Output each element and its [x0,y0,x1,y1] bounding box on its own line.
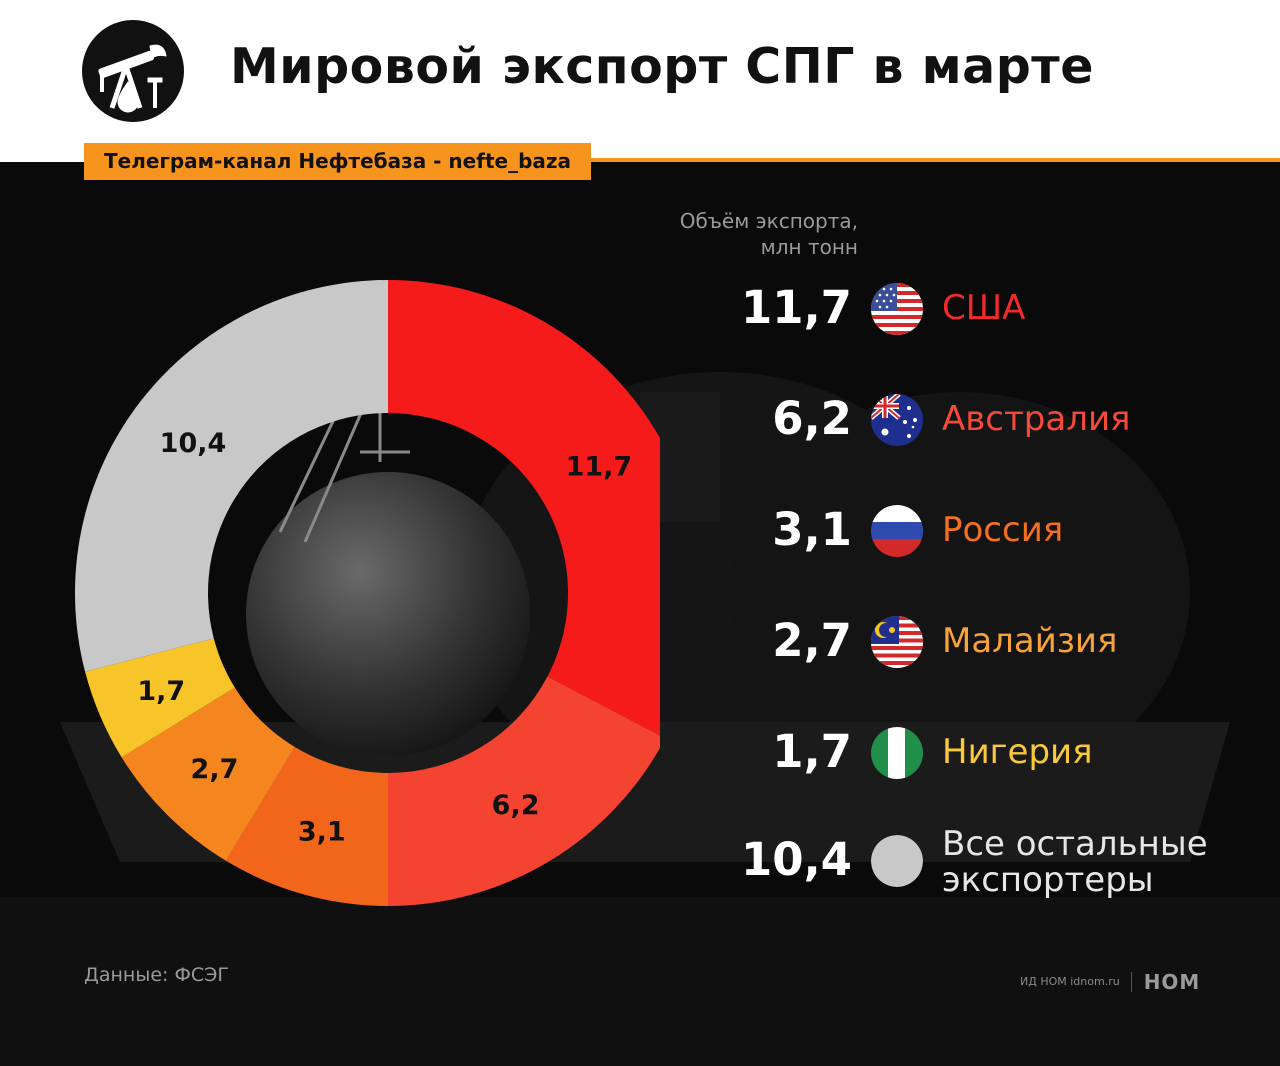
donut-segment [225,747,388,906]
legend-row-malaysia: 2,7 Малайзия [700,613,1260,693]
legend-row-others: 10,4 Все остальные экспортеры [700,826,1260,912]
legend-name: Нигерия [942,732,1093,772]
legend-value: 2,7 [772,614,852,667]
legend-row-usa: 11,7 США [700,280,1260,360]
legend-header: Объём экспорта, млн тонн [650,208,858,260]
donut-segment-label: 2,7 [191,754,239,785]
legend-value: 10,4 [740,833,852,886]
brand-divider [1131,972,1133,992]
donut-segment-label: 10,4 [160,428,227,459]
legend-row-nigeria: 1,7 Нигерия [700,724,1260,804]
donut-segment [388,280,660,736]
legend-row-russia: 3,1 Россия [700,502,1260,582]
legend-header-line1: Объём экспорта, [679,209,858,233]
grey-circle-icon [871,835,923,887]
legend-header-line2: млн тонн [760,235,858,259]
donut-segment [74,280,389,672]
legend-value: 6,2 [772,392,852,445]
legend-name: Все остальные экспортеры [942,824,1208,900]
donut-segment [388,676,660,906]
donut-chart: 11,7 6,2 3,1 2,7 1,7 10,4 [74,280,660,906]
channel-label: Телеграм-канал Нефтебаза - nefte_baza [84,143,592,180]
legend-row-australia: 6,2 Австралия [700,391,1260,471]
russia-flag-icon [871,505,923,557]
legend-value: 11,7 [740,281,852,334]
legend-name: Австралия [942,399,1131,439]
nom-logo: НОМ [1143,970,1201,994]
malaysia-flag-icon [871,616,923,668]
donut-segment-label: 11,7 [566,451,633,482]
legend-name: Малайзия [942,621,1118,661]
donut-segment-label: 3,1 [298,816,346,847]
legend-name: Россия [942,510,1064,550]
legend-value: 1,7 [772,725,852,778]
page-title: Мировой экспорт СПГ в марте [230,38,1094,95]
accent-divider [84,158,1280,162]
donut-segment-label: 1,7 [137,676,185,707]
donut-segment-label: 6,2 [492,790,540,821]
donut-segment [121,687,295,861]
source-label: Данные: ФСЭГ [84,964,229,986]
donut-segment [85,638,235,758]
brand-text: ИД НОМ idnom.ru [1020,975,1120,988]
australia-flag-icon [871,394,923,446]
oil-pump-logo-icon [82,20,184,122]
chart-panel: 11,7 6,2 3,1 2,7 1,7 10,4 Объём экспорта, млн… [0,162,1280,1066]
legend-name: США [942,288,1026,328]
legend-value: 3,1 [772,503,852,556]
usa-flag-icon [871,283,923,335]
header: Мировой экспорт СПГ в марте [0,0,1280,160]
nigeria-flag-icon [871,727,923,779]
footer-brand: ИД НОМ idnom.ru НОМ [1020,970,1200,994]
